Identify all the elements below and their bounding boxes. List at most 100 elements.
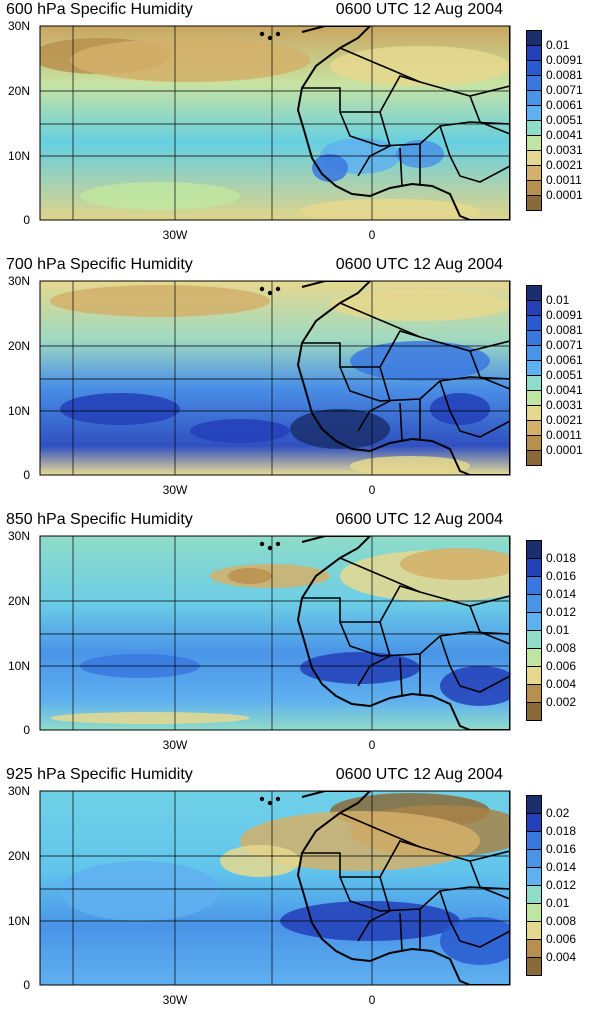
- colorbar-label: 0.0081: [546, 68, 583, 82]
- colorbar-label: 0.008: [546, 914, 577, 928]
- humidity-contour: [330, 289, 510, 321]
- latitude-tick-label: 0: [23, 213, 30, 227]
- island-marker: [259, 31, 265, 37]
- colorbar-label: 0.01: [546, 896, 570, 910]
- colorbar-swatch: [526, 831, 542, 850]
- humidity-map: [39, 535, 511, 731]
- panel-timestamp: 0600 UTC 12 Aug 2004: [335, 766, 503, 783]
- island-marker: [267, 290, 273, 296]
- country-border: [439, 125, 510, 183]
- colorbar: 0.01 0.0091 0.0081 0.0071 0.0061 0.0051 0.0041…: [524, 30, 600, 220]
- country-border: [357, 111, 391, 177]
- colorbar-label: 0.02: [546, 806, 570, 820]
- island-marker: [259, 541, 265, 547]
- colorbar-swatch: [526, 300, 542, 316]
- humidity-contour: [60, 393, 180, 425]
- humidity-contour: [228, 568, 272, 584]
- country-border: [469, 605, 510, 645]
- panel-timestamp: 0600 UTC 12 Aug 2004: [335, 1, 503, 18]
- colorbar-label: 0.014: [546, 587, 577, 601]
- country-border: [302, 87, 380, 113]
- coastline: [296, 536, 510, 730]
- colorbar-swatch: [526, 30, 542, 46]
- latitude-tick-label: 0: [23, 978, 30, 992]
- colorbar-swatch: [526, 684, 542, 703]
- country-border: [302, 342, 380, 368]
- colorbar-swatch: [526, 150, 542, 166]
- latitude-tick-label: 20N: [7, 594, 30, 608]
- country-border: [469, 860, 510, 900]
- colorbar-label: 0.0091: [546, 308, 583, 322]
- humidity-contour: [220, 845, 300, 877]
- island-marker: [275, 31, 281, 37]
- colorbar-label: 0.012: [546, 878, 577, 892]
- island-marker: [275, 541, 281, 547]
- coastline: [296, 791, 510, 985]
- latitude-tick-label: 30N: [7, 274, 30, 288]
- panel-title: 600 hPa Specific Humidity: [6, 1, 193, 18]
- colorbar-label: 0.0081: [546, 323, 583, 337]
- colorbar-swatch: [526, 666, 542, 685]
- humidity-contour: [312, 154, 348, 182]
- colorbar-swatch: [526, 315, 542, 331]
- island-marker: [275, 796, 281, 802]
- colorbar-label: 0.01: [546, 293, 570, 307]
- longitude-tick-label: 0: [368, 738, 376, 752]
- longitude-tick-label: 0: [368, 483, 376, 497]
- colorbar-swatch: [526, 135, 542, 151]
- latitude-tick-label: 30N: [7, 784, 30, 798]
- colorbar: 0.01 0.0091 0.0081 0.0071 0.0061 0.0051 0.0041…: [524, 285, 600, 475]
- colorbar-swatch: [526, 180, 542, 196]
- colorbar-swatch: [526, 75, 542, 91]
- humidity-contour: [440, 666, 510, 706]
- humidity-map: [39, 280, 511, 476]
- colorbar-label: 0.004: [546, 677, 577, 691]
- colorbar-swatch: [526, 420, 542, 436]
- colorbar-swatch: [526, 450, 542, 466]
- latitude-tick-label: 10N: [7, 659, 30, 673]
- latitude-tick-label: 20N: [7, 849, 30, 863]
- colorbar-swatch: [526, 165, 542, 181]
- colorbar-swatch: [526, 120, 542, 136]
- colorbar-swatch: [526, 405, 542, 421]
- country-border: [379, 75, 421, 113]
- country-border: [357, 621, 391, 687]
- humidity-contour: [350, 341, 490, 381]
- country-border: [439, 635, 510, 693]
- colorbar-label: 0.016: [546, 842, 577, 856]
- colorbar-swatch: [526, 345, 542, 361]
- colorbar-label: 0.0041: [546, 128, 583, 142]
- colorbar-label: 0.0051: [546, 113, 583, 127]
- colorbar-label: 0.0061: [546, 353, 583, 367]
- country-border: [302, 852, 380, 878]
- colorbar-label: 0.0071: [546, 83, 583, 97]
- colorbar-label: 0.018: [546, 824, 577, 838]
- humidity-contour: [330, 46, 510, 86]
- map-panel: 850 hPa Specific Humidity 0600 UTC 12 Aug…: [0, 510, 600, 765]
- colorbar-swatch: [526, 45, 542, 61]
- humidity-contour: [190, 419, 290, 443]
- humidity-contour: [60, 861, 220, 921]
- colorbar: 0.018 0.016 0.014 0.012 0.01 0.008 0.006 0.004 0…: [524, 540, 600, 730]
- colorbar-swatch: [526, 867, 542, 886]
- colorbar-label: 0.0021: [546, 158, 583, 172]
- colorbar-swatch: [526, 921, 542, 940]
- colorbar-swatch: [526, 360, 542, 376]
- colorbar-swatch: [526, 813, 542, 832]
- country-border: [357, 366, 391, 432]
- humidity-contour: [50, 285, 270, 317]
- longitude-tick-label: 30W: [162, 738, 188, 752]
- panel-timestamp: 0600 UTC 12 Aug 2004: [335, 256, 503, 273]
- island-marker: [267, 35, 273, 41]
- country-border: [399, 912, 403, 952]
- colorbar-swatch: [526, 60, 542, 76]
- country-border: [302, 597, 380, 623]
- colorbar-label: 0.0001: [546, 443, 583, 457]
- country-border: [357, 876, 391, 942]
- colorbar-label: 0.0091: [546, 53, 583, 67]
- colorbar-swatch: [526, 795, 542, 814]
- colorbar-swatch: [526, 849, 542, 868]
- humidity-contour: [70, 38, 310, 82]
- latitude-tick-label: 10N: [7, 404, 30, 418]
- island-marker: [259, 286, 265, 292]
